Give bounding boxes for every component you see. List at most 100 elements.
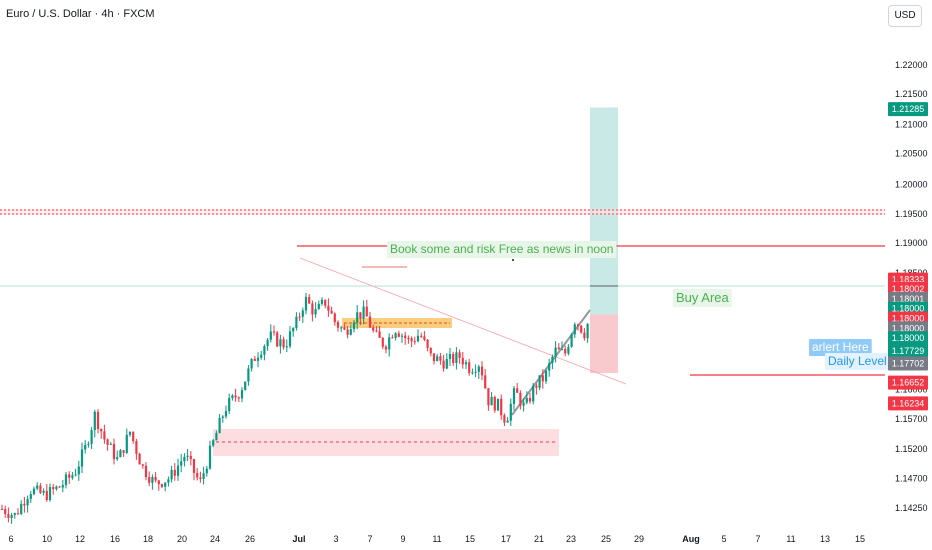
- candle-body: [244, 381, 247, 391]
- x-tick-label: 26: [245, 534, 255, 544]
- x-tick-label: 7: [755, 534, 760, 544]
- candle-body: [128, 431, 132, 435]
- price-badge-label: 1.18001: [892, 294, 925, 304]
- candle-body: [426, 339, 429, 348]
- candle-body: [154, 476, 157, 481]
- candle-body: [301, 310, 304, 317]
- candle-body: [122, 450, 125, 453]
- candle-body: [391, 337, 394, 339]
- y-tick-label: 1.22000: [895, 60, 928, 70]
- price-badge-bg: [888, 331, 928, 346]
- candle-body: [362, 306, 365, 319]
- currency-button[interactable]: USD: [888, 5, 922, 27]
- candle-body: [202, 473, 205, 479]
- x-tick-label: 7: [367, 534, 372, 544]
- candle-body: [93, 411, 96, 431]
- candle-body: [4, 509, 7, 515]
- candle-body: [160, 484, 164, 487]
- candle-body: [266, 339, 269, 347]
- candle-body: [407, 338, 410, 340]
- candle-body: [586, 323, 589, 339]
- candle-body: [288, 331, 292, 347]
- price-badge-bg: [888, 356, 928, 371]
- candle-body: [170, 469, 173, 480]
- candle-body: [564, 348, 567, 354]
- candle-body: [525, 397, 528, 403]
- candle-body: [74, 474, 77, 476]
- candle-body: [583, 332, 586, 339]
- candle-body: [509, 403, 512, 421]
- price-badge-label: 1.17702: [892, 359, 925, 369]
- candle-body: [132, 431, 135, 442]
- x-tick-label: 24: [210, 534, 220, 544]
- candle-body: [173, 469, 176, 476]
- candle-body: [576, 324, 580, 326]
- candle-body: [52, 487, 55, 490]
- candle-body: [32, 488, 36, 495]
- candle-body: [423, 336, 426, 340]
- candle-body: [103, 431, 106, 440]
- candle-body: [448, 354, 452, 359]
- candle-body: [189, 455, 192, 460]
- candle-body: [349, 329, 352, 335]
- candle-body: [157, 480, 160, 485]
- price-badge: 1.21285: [888, 102, 928, 117]
- y-tick-label: 1.19500: [895, 209, 928, 219]
- candle-body: [176, 465, 180, 476]
- candle-body: [199, 477, 202, 479]
- candle-body: [580, 325, 583, 333]
- candle-body: [340, 327, 343, 329]
- x-tick-label: 10: [42, 534, 52, 544]
- y-tick-label: 1.20500: [895, 148, 928, 158]
- candle-body: [272, 331, 276, 333]
- x-tick-label: 16: [110, 534, 120, 544]
- candle-body: [183, 456, 186, 462]
- candle-body: [532, 385, 535, 402]
- candle-body: [20, 503, 23, 514]
- x-tick-label: 25: [601, 534, 611, 544]
- candle-body: [13, 513, 16, 515]
- price-badge-label: 1.21285: [892, 104, 925, 114]
- candle-body: [496, 398, 500, 411]
- annotation-alert-here-group: arlert Here: [809, 339, 872, 356]
- x-tick-label: 21: [534, 534, 544, 544]
- candle-body: [522, 402, 525, 406]
- candle-body: [538, 375, 541, 388]
- price-badge-label: 1.16234: [892, 398, 925, 408]
- candle-body: [324, 299, 327, 306]
- candle-body: [39, 485, 42, 493]
- candle-body: [378, 331, 381, 338]
- candle-body: [471, 372, 474, 374]
- y-tick-label: 1.14250: [895, 503, 928, 513]
- candle-body: [42, 490, 45, 493]
- candle-body: [247, 368, 250, 382]
- candle-body: [279, 339, 282, 347]
- price-badge-label: 1.18002: [892, 284, 925, 294]
- annotations-layer: Book some and risk Free as news in noon B…: [387, 241, 890, 370]
- candle-body: [330, 310, 333, 314]
- y-tick-label: 1.19000: [895, 238, 928, 248]
- price-badge-label: 1.16652: [892, 378, 925, 388]
- annotation-dot: [512, 259, 514, 261]
- candle-body: [477, 366, 480, 372]
- candle-body: [372, 327, 375, 331]
- candle-body: [551, 356, 554, 364]
- candle-body: [228, 398, 231, 412]
- candle-body: [58, 486, 61, 488]
- candle-body: [164, 482, 167, 487]
- price-badge-label: 1.17729: [892, 346, 925, 356]
- candle-body: [365, 306, 368, 317]
- candle-body: [26, 498, 29, 506]
- candle-body: [106, 439, 109, 445]
- candle-body: [109, 443, 112, 445]
- candle-body: [490, 396, 493, 406]
- candle-body: [64, 474, 68, 486]
- annotation-book-some-group: Book some and risk Free as news in noon: [387, 241, 617, 258]
- candle-body: [285, 346, 288, 348]
- y-tick-label: 1.20000: [895, 179, 928, 189]
- x-tick-label: 9: [400, 534, 405, 544]
- candle-body: [432, 353, 436, 362]
- candle-body: [218, 417, 221, 434]
- candle-body: [263, 346, 266, 355]
